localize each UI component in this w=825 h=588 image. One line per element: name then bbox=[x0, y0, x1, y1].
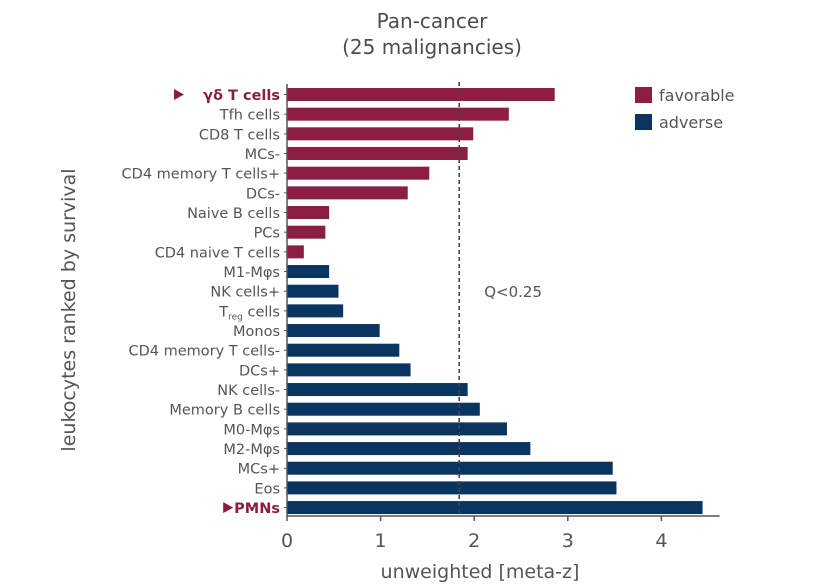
category-label: Naive B cells bbox=[187, 206, 280, 222]
legend-label-favorable: favorable bbox=[659, 86, 735, 105]
category-label: PMNs bbox=[234, 501, 280, 517]
category-label: CD4 memory T cells- bbox=[128, 344, 280, 360]
x-tick-label: 0 bbox=[281, 530, 293, 552]
bar-favorable bbox=[287, 225, 326, 239]
x-tick-label: 4 bbox=[655, 530, 667, 552]
category-label: Treg cells bbox=[218, 304, 280, 322]
category-label: NK cells+ bbox=[210, 285, 280, 301]
highlight-arrow-icon bbox=[174, 89, 184, 100]
bars-group bbox=[287, 88, 703, 515]
category-labels: γδ T cells Tfh cells CD8 T cells MCs- CD4 me… bbox=[122, 88, 280, 517]
highlight-arrow-icon bbox=[223, 502, 234, 514]
bar-favorable bbox=[287, 107, 509, 121]
chart-title-line-1: Pan-cancer bbox=[377, 9, 489, 33]
bar-favorable bbox=[287, 206, 330, 220]
category-label: M2-Mφs bbox=[223, 442, 280, 458]
y-axis-label: leukocytes ranked by survival bbox=[58, 168, 80, 451]
legend-swatch-favorable bbox=[635, 87, 652, 103]
bar-favorable bbox=[287, 166, 430, 180]
category-label: CD4 memory T cells+ bbox=[122, 167, 280, 183]
category-label: M1-Mφs bbox=[223, 265, 280, 281]
category-label: DCs- bbox=[246, 186, 280, 202]
bar-adverse bbox=[287, 422, 507, 436]
bar-adverse bbox=[287, 383, 468, 397]
bar-adverse bbox=[287, 363, 411, 377]
category-label: CD4 naive T cells bbox=[155, 245, 280, 261]
bar-adverse bbox=[287, 442, 531, 456]
bar-adverse bbox=[287, 501, 703, 515]
axes-group: 0 1 2 3 4 bbox=[281, 84, 720, 552]
bar-favorable bbox=[287, 245, 304, 259]
bar-favorable bbox=[287, 186, 408, 200]
legend-swatch-adverse bbox=[635, 114, 652, 130]
bar-adverse bbox=[287, 402, 480, 416]
x-tick-label: 1 bbox=[375, 530, 387, 552]
category-label: DCs+ bbox=[239, 363, 280, 379]
category-label: Memory B cells bbox=[169, 403, 280, 419]
bar-favorable bbox=[287, 88, 555, 101]
bar-adverse bbox=[287, 461, 613, 475]
category-label: M0-Mφs bbox=[223, 422, 280, 438]
category-label: Eos bbox=[254, 481, 280, 497]
bar-adverse bbox=[287, 324, 380, 338]
bar-favorable bbox=[287, 127, 474, 141]
bar-adverse bbox=[287, 284, 339, 298]
category-label: MCs- bbox=[245, 147, 280, 163]
bar-adverse bbox=[287, 343, 400, 357]
bar-adverse bbox=[287, 265, 330, 279]
threshold-label: Q<0.25 bbox=[484, 283, 542, 301]
bar-adverse bbox=[287, 304, 344, 318]
category-label: CD8 T cells bbox=[199, 127, 280, 143]
category-label: γδ T cells bbox=[203, 88, 280, 104]
legend-label-adverse: adverse bbox=[659, 113, 723, 132]
bar-adverse bbox=[287, 481, 617, 495]
bar-favorable bbox=[287, 147, 468, 161]
category-label: MCs+ bbox=[238, 462, 280, 478]
chart-title-line-2: (25 malignancies) bbox=[342, 35, 522, 59]
x-tick-label: 2 bbox=[468, 530, 480, 552]
legend: favorable adverse bbox=[635, 86, 735, 132]
x-axis-label: unweighted [meta-z] bbox=[381, 561, 580, 583]
category-label: Tfh cells bbox=[219, 108, 280, 124]
category-label: NK cells- bbox=[217, 383, 280, 399]
category-label: PCs bbox=[254, 226, 280, 242]
x-tick-label: 3 bbox=[562, 530, 574, 552]
category-label: Monos bbox=[233, 324, 280, 340]
